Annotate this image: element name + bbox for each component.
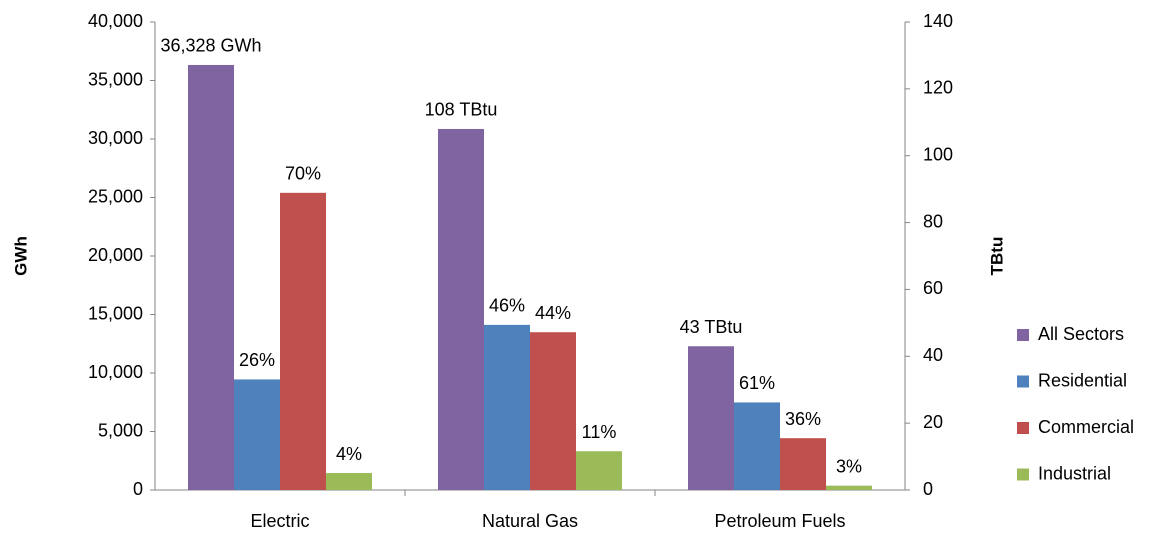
data-label: 26% [239, 350, 275, 370]
x-tick-label: Electric [250, 511, 309, 531]
y2-tick-label: 80 [923, 211, 943, 231]
bar [826, 485, 872, 490]
y2-axis-title: TBtu [987, 237, 1006, 276]
data-label: 3% [836, 456, 862, 476]
legend-swatch [1017, 329, 1029, 341]
bar [438, 128, 484, 490]
x-tick-label: Natural Gas [482, 511, 578, 531]
y-tick-label: 10,000 [88, 362, 143, 382]
bar [734, 402, 780, 490]
data-label: 46% [489, 296, 525, 316]
data-label: 36% [785, 409, 821, 429]
y-tick-label: 0 [133, 479, 143, 499]
y2-tick-label: 100 [923, 144, 953, 164]
bar [688, 346, 734, 490]
y2-tick-label: 20 [923, 412, 943, 432]
legend-label: Industrial [1038, 463, 1111, 483]
bar [188, 64, 234, 490]
legend-swatch [1017, 422, 1029, 434]
legend-label: Commercial [1038, 417, 1134, 437]
legend-label: Residential [1038, 370, 1127, 390]
y-tick-label: 25,000 [88, 186, 143, 206]
y-tick-label: 15,000 [88, 303, 143, 323]
y-axis-title: GWh [11, 236, 30, 276]
bar [326, 473, 372, 490]
data-label: 44% [535, 303, 571, 323]
y2-tick-label: 140 [923, 11, 953, 31]
bar [280, 192, 326, 490]
legend-swatch [1017, 375, 1029, 388]
x-tick-label: Petroleum Fuels [714, 511, 845, 531]
data-label: 36,328 GWh [160, 36, 261, 56]
y2-tick-label: 120 [923, 78, 953, 98]
bar [780, 438, 826, 490]
data-label: 43 TBtu [680, 317, 743, 337]
y2-tick-label: 60 [923, 278, 943, 298]
y2-tick-label: 0 [923, 479, 933, 499]
y2-tick-label: 40 [923, 345, 943, 365]
bar [530, 332, 576, 490]
y-tick-label: 30,000 [88, 128, 143, 148]
data-label: 70% [285, 164, 321, 184]
bar [234, 379, 280, 490]
data-label: 4% [336, 444, 362, 464]
y-tick-label: 5,000 [98, 420, 143, 440]
bar [576, 451, 622, 490]
y-tick-label: 20,000 [88, 245, 143, 265]
data-label: 11% [582, 422, 617, 442]
y-tick-label: 40,000 [88, 11, 143, 31]
legend-label: All Sectors [1038, 324, 1124, 344]
y-tick-label: 35,000 [88, 69, 143, 89]
legend-swatch [1017, 468, 1029, 481]
bar [484, 324, 530, 490]
data-label: 61% [739, 373, 775, 393]
data-label: 108 TBtu [425, 100, 498, 120]
